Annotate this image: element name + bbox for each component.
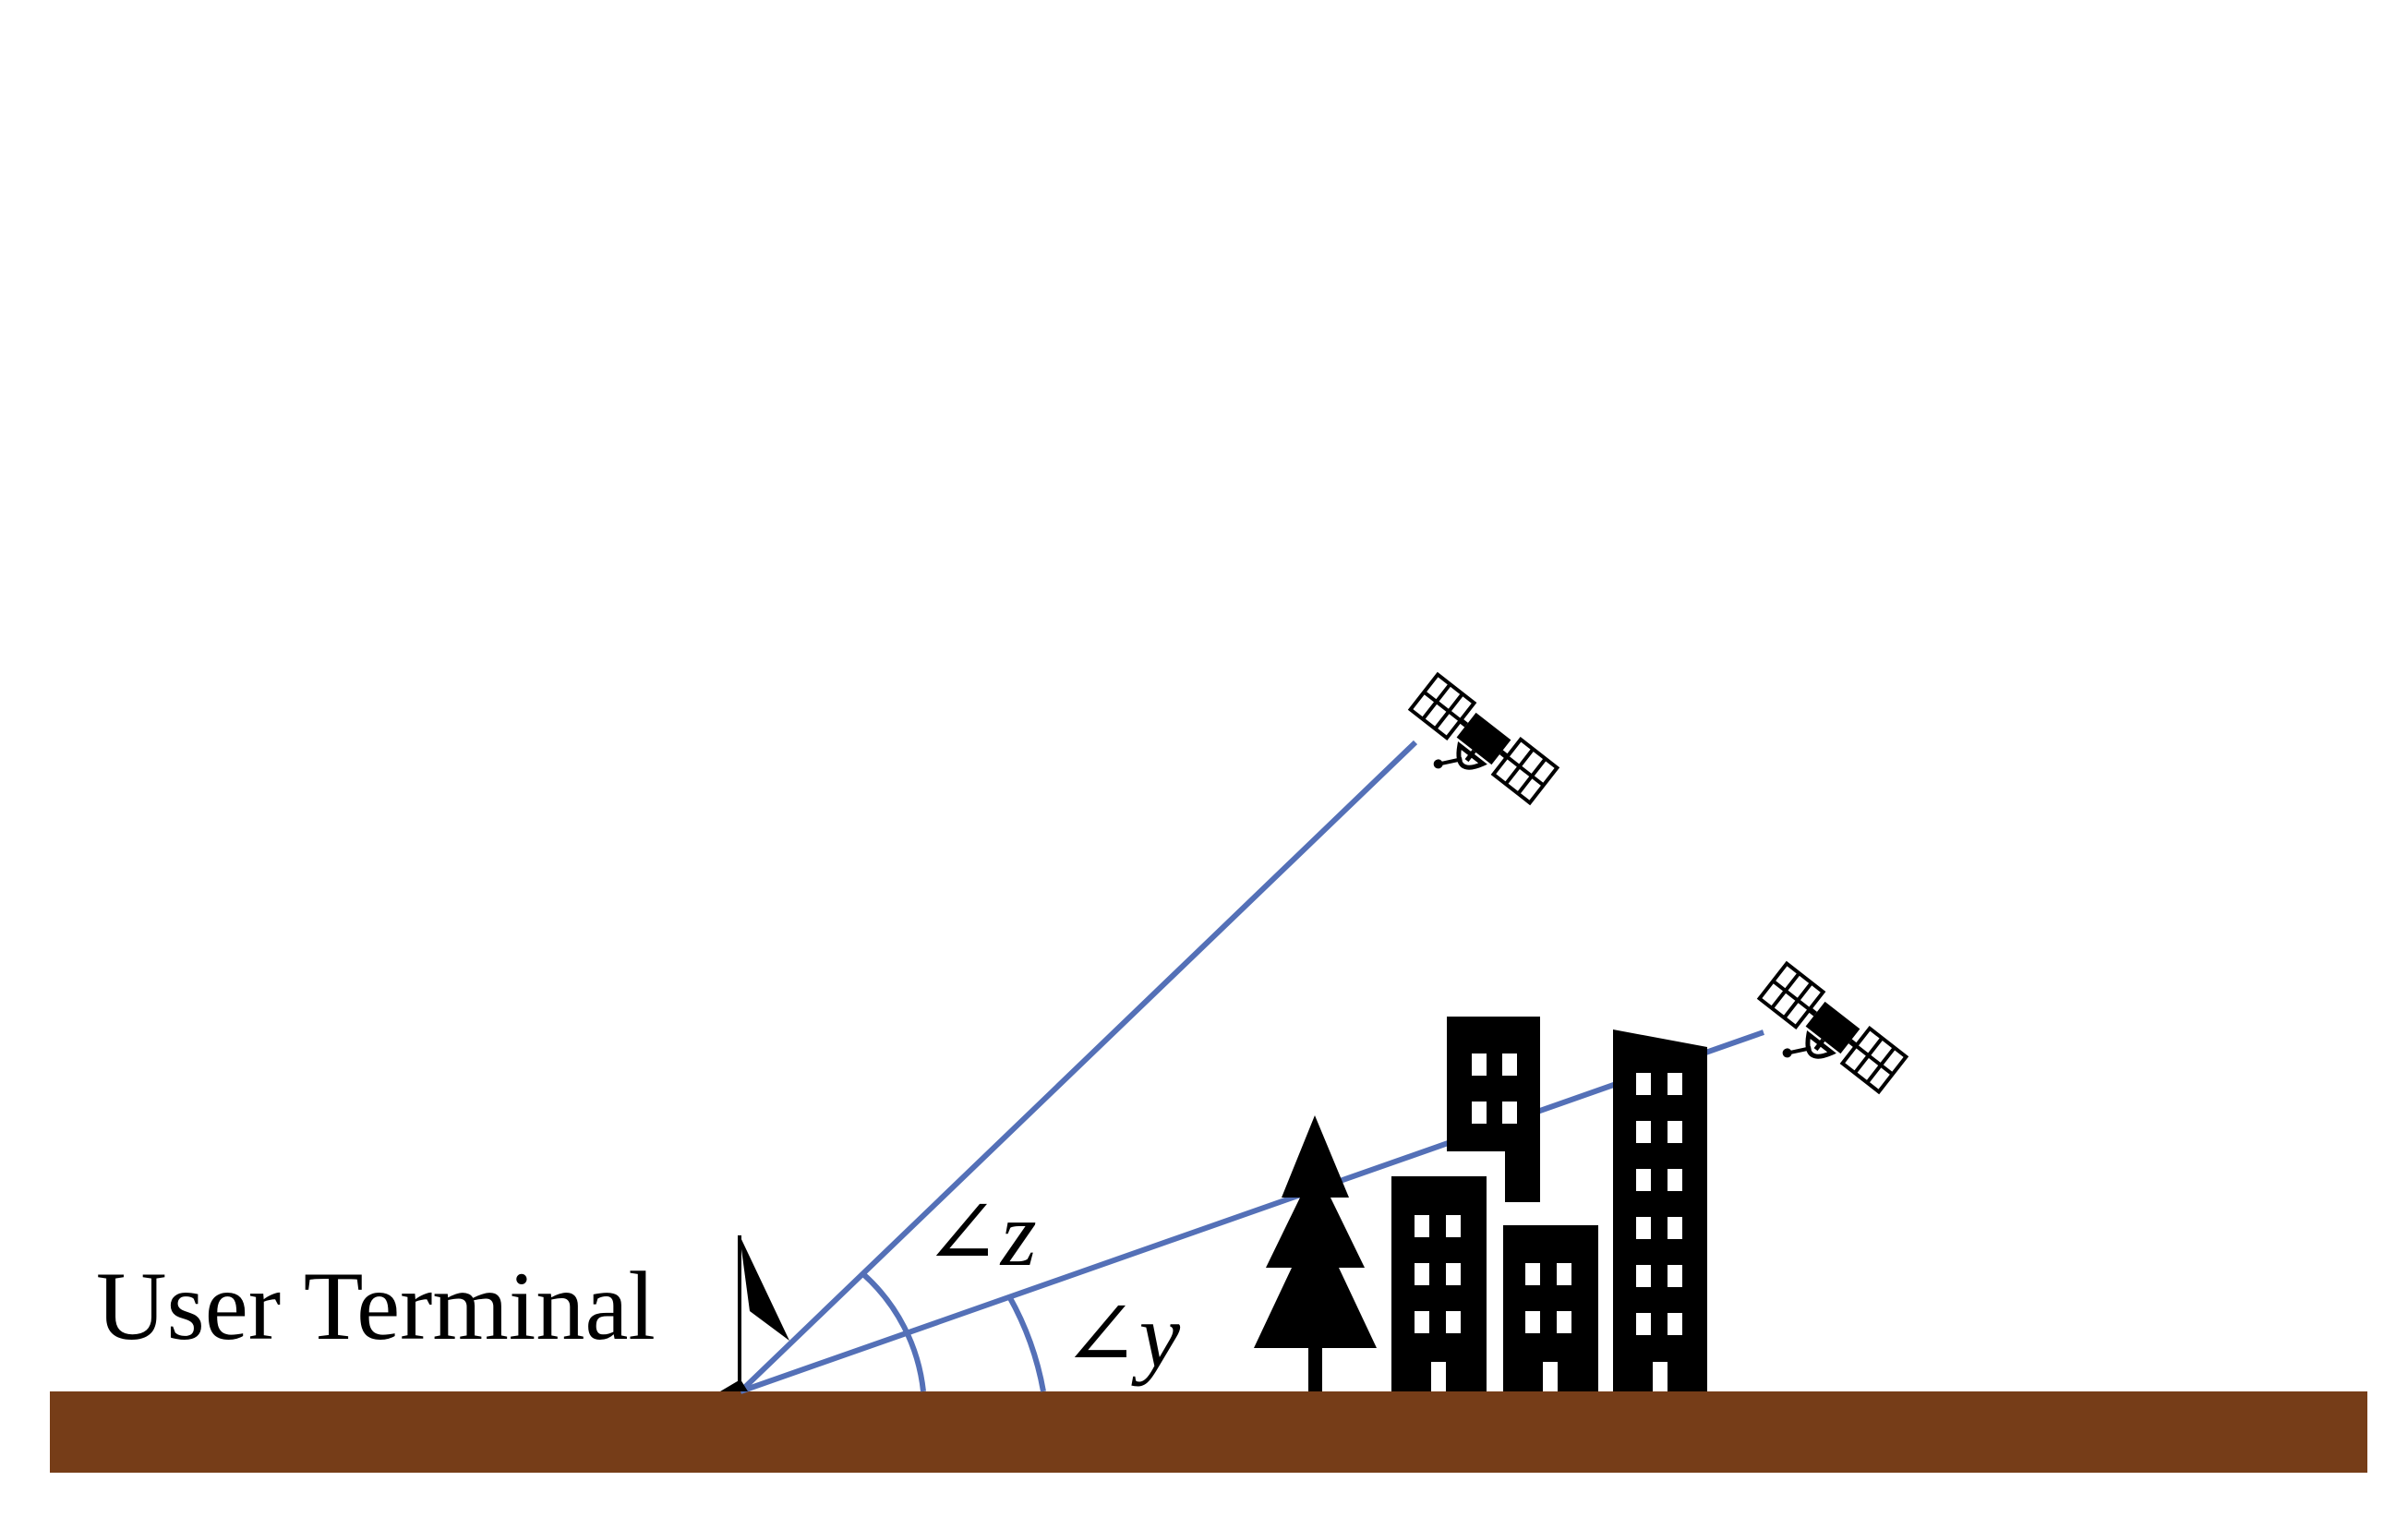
ground [50, 1391, 2367, 1473]
satellite-icon [1391, 675, 1557, 827]
tree-icon [1254, 1115, 1377, 1391]
line-of-sight-low [740, 1029, 1764, 1394]
user-terminal-label: User Terminal [96, 1252, 656, 1360]
building-icon [1391, 1017, 1707, 1391]
angle-arc-y [1006, 1294, 1046, 1392]
satellite-icon [1740, 964, 1906, 1116]
angle-arc-z [861, 1271, 926, 1392]
angle-z-label: ∠z [923, 1183, 1037, 1285]
angle-y-label: ∠y [1062, 1284, 1181, 1387]
line-of-sight-high [738, 740, 1418, 1394]
antenna-icon [720, 1235, 789, 1391]
building-windows [1415, 1053, 1682, 1391]
